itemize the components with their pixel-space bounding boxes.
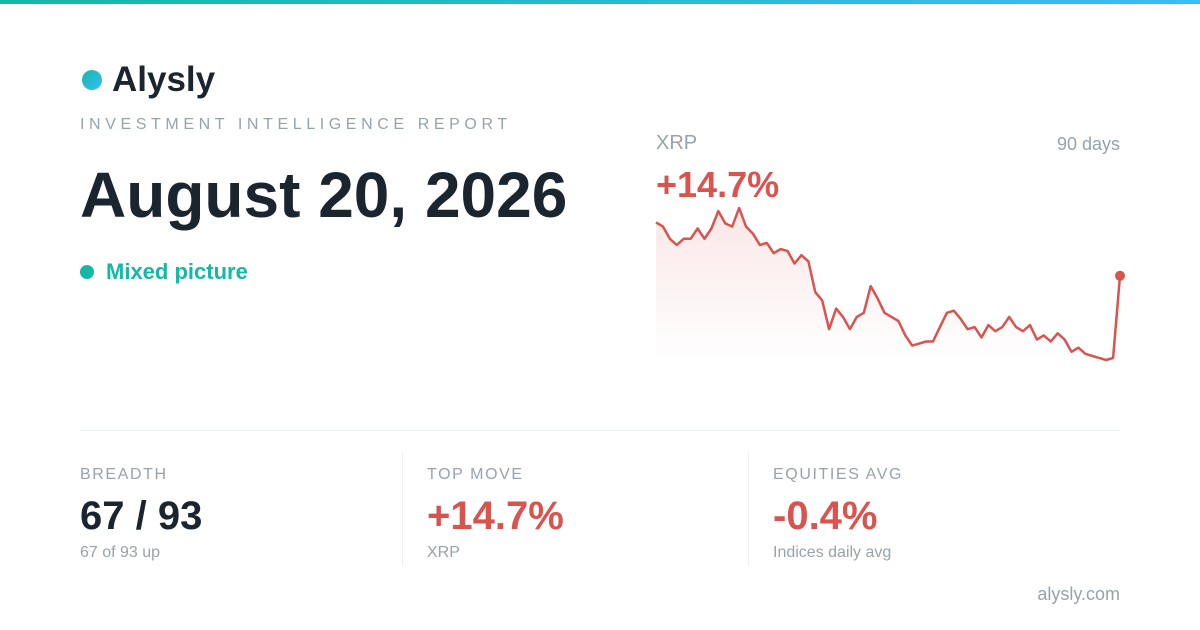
sparkline	[655, 206, 1125, 362]
stat-label: EQUITIES AVG	[773, 466, 904, 483]
status-dot	[80, 265, 94, 279]
sparkline-period: 90 days	[1056, 134, 1120, 154]
brand-name: Alysly	[112, 60, 216, 99]
stat-value: +14.7%	[427, 494, 564, 538]
divider	[80, 430, 1120, 431]
footer: alysly.com	[1037, 584, 1120, 604]
status-text: Mixed picture	[106, 259, 248, 284]
logo	[82, 70, 102, 90]
kicker: INVESTMENT INTELLIGENCE REPORT	[80, 116, 512, 133]
brand: Alysly	[82, 60, 215, 100]
stat: BREADTH 67 / 93 67 of 93 up	[80, 452, 402, 566]
stat-note: XRP	[427, 544, 460, 561]
stat-note: Indices daily avg	[773, 544, 892, 561]
sparkline-line	[655, 206, 1122, 362]
top-bar	[0, 0, 1200, 4]
sparkline-change: +14.7%	[656, 164, 780, 205]
sparkline-label: XRP	[656, 132, 698, 154]
report-date: August 20, 2026	[80, 159, 568, 231]
sparkline-area	[656, 208, 1120, 360]
stat-value: 67 / 93	[80, 494, 203, 538]
stat-value: -0.4%	[773, 494, 878, 538]
stat-label: BREADTH	[80, 466, 168, 483]
stat: EQUITIES AVG -0.4% Indices daily avg	[748, 452, 1071, 566]
stat-note: 67 of 93 up	[80, 544, 161, 561]
stat: TOP MOVE +14.7% XRP	[402, 452, 725, 566]
stat-label: TOP MOVE	[427, 466, 524, 483]
status: Mixed picture	[80, 259, 248, 285]
sparkline-end-dot	[1115, 270, 1125, 281]
